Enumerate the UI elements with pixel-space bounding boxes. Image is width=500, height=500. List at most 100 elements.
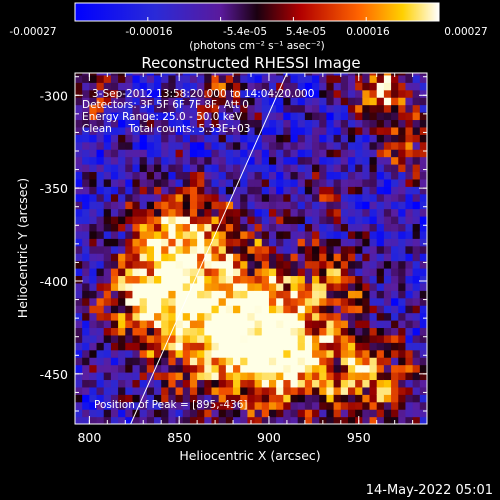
heatmap-cell <box>125 364 134 373</box>
heatmap-cell <box>247 268 256 277</box>
heatmap-cell <box>233 416 241 424</box>
heatmap-cell <box>340 290 349 299</box>
heatmap-cell <box>89 89 98 98</box>
heatmap-cell <box>391 171 399 180</box>
heatmap-cell <box>369 297 378 306</box>
heatmap-cell <box>369 119 378 128</box>
heatmap-cell <box>405 193 414 202</box>
heatmap-cell <box>110 230 119 239</box>
heatmap-cell <box>369 394 378 403</box>
heatmap-cell <box>355 126 363 135</box>
heatmap-cell <box>405 386 414 395</box>
heatmap-cell <box>333 401 342 410</box>
heatmap-cell <box>319 164 328 173</box>
heatmap-cell <box>139 275 148 284</box>
heatmap-cell <box>125 171 134 180</box>
heatmap-cell <box>276 141 284 150</box>
heatmap-cell <box>276 126 284 135</box>
heatmap-cell <box>103 297 112 306</box>
heatmap-cell <box>233 327 241 336</box>
heatmap-cell <box>261 268 270 277</box>
heatmap-cell <box>118 149 126 158</box>
heatmap-cell <box>369 401 378 410</box>
heatmap-cell <box>154 327 162 336</box>
heatmap-cell <box>254 349 263 358</box>
heatmap-cell <box>154 82 162 91</box>
heatmap-cell <box>110 156 119 165</box>
heatmap-cell <box>233 156 241 165</box>
heatmap-cell <box>175 290 184 299</box>
heatmap-cell <box>125 164 134 173</box>
heatmap-cell <box>261 238 270 247</box>
heatmap-cell <box>103 401 112 410</box>
heatmap-cell <box>333 208 342 217</box>
heatmap-cell <box>283 349 292 358</box>
heatmap-cell <box>110 82 119 91</box>
heatmap-cell <box>297 268 306 277</box>
heatmap-cell <box>398 156 407 165</box>
heatmap-cell <box>247 342 256 351</box>
heatmap-cell <box>304 230 313 239</box>
heatmap-cell <box>225 97 234 106</box>
heatmap-cell <box>118 282 126 291</box>
heatmap-cell <box>376 379 385 388</box>
heatmap-cell <box>168 164 177 173</box>
heatmap-cell <box>247 379 256 388</box>
heatmap-cell <box>218 238 227 247</box>
heatmap-cell <box>182 320 191 329</box>
heatmap-cell <box>204 327 213 336</box>
heatmap-cell <box>412 409 421 418</box>
heatmap-cell <box>118 379 126 388</box>
heatmap-cell <box>369 178 378 187</box>
heatmap-cell <box>369 372 378 381</box>
heatmap-cell <box>110 416 119 424</box>
heatmap-cell <box>276 112 284 121</box>
heatmap-cell <box>312 112 320 121</box>
heatmap-cell <box>154 171 162 180</box>
heatmap-cell <box>376 112 385 121</box>
heatmap-cell <box>419 126 427 135</box>
heatmap-cell <box>297 216 306 225</box>
heatmap-cell <box>383 74 392 83</box>
heatmap-cell <box>412 186 421 195</box>
heatmap-cell <box>383 386 392 395</box>
heatmap-cell <box>247 349 256 358</box>
heatmap-cell <box>261 119 270 128</box>
heatmap-cell <box>132 73 141 76</box>
heatmap-cell <box>225 112 234 121</box>
heatmap-cell <box>333 342 342 351</box>
heatmap-cell <box>182 171 191 180</box>
heatmap-cell <box>340 416 349 424</box>
heatmap-cell <box>175 282 184 291</box>
heatmap-cell <box>204 312 213 321</box>
heatmap-cell <box>132 164 141 173</box>
heatmap-cell <box>312 245 320 254</box>
heatmap-cell <box>96 73 105 76</box>
heatmap-cell <box>154 275 162 284</box>
heatmap-cell <box>154 230 162 239</box>
heatmap-cell <box>225 82 234 91</box>
heatmap-cell <box>412 394 421 403</box>
heatmap-cell <box>132 409 141 418</box>
heatmap-cell <box>283 253 292 262</box>
heatmap-cell <box>290 230 299 239</box>
heatmap-cell <box>247 364 256 373</box>
heatmap-cell <box>261 230 270 239</box>
heatmap-cell <box>225 342 234 351</box>
heatmap-cell <box>276 394 284 403</box>
heatmap-cell <box>75 268 83 277</box>
heatmap-cell <box>182 379 191 388</box>
heatmap-cell <box>261 386 270 395</box>
heatmap-cell <box>240 386 249 395</box>
heatmap-cell <box>276 320 284 329</box>
heatmap-cell <box>103 379 112 388</box>
heatmap-cell <box>355 386 363 395</box>
heatmap-cell <box>362 401 371 410</box>
heatmap-cell <box>254 372 263 381</box>
heatmap-cell <box>211 97 220 106</box>
heatmap-cell <box>304 334 313 343</box>
heatmap-cell <box>146 134 155 143</box>
heatmap-cell <box>326 164 335 173</box>
heatmap-cell <box>398 401 407 410</box>
heatmap-cell <box>419 297 427 306</box>
